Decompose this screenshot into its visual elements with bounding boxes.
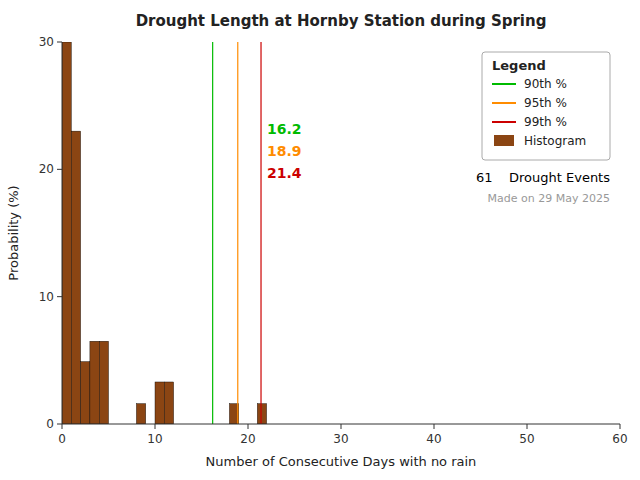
x-axis-label: Number of Consecutive Days with no rain xyxy=(206,454,477,469)
y-tick-label: 10 xyxy=(39,290,54,304)
title: Drought Length at Hornby Station during … xyxy=(136,12,547,30)
legend-swatch xyxy=(492,102,516,104)
percentile-label: 18.9 xyxy=(267,143,302,159)
legend-entry: 99th % xyxy=(524,115,567,129)
histogram-bar xyxy=(257,404,266,424)
percentile-label: 16.2 xyxy=(267,121,302,137)
y-tick xyxy=(57,296,62,297)
y-tick-label: 0 xyxy=(46,417,54,431)
legend-entry: 90th % xyxy=(524,77,567,91)
x-tick-label: 40 xyxy=(426,432,441,446)
x-tick-label: 20 xyxy=(240,432,255,446)
y-tick-label: 30 xyxy=(39,35,54,49)
histogram-bar xyxy=(81,362,90,424)
legend: Legend 90th % 95th % 99th % Histogram xyxy=(482,52,610,160)
y-axis-line xyxy=(62,42,63,424)
y-tick xyxy=(57,424,62,425)
histogram-bar xyxy=(90,341,99,424)
histogram-bar xyxy=(71,131,80,424)
x-tick-label: 10 xyxy=(147,432,162,446)
x-tick xyxy=(341,424,342,429)
legend-swatch xyxy=(492,121,516,123)
chart: 0 10 20 30 40 50 60 0 10 20 30 Drought Length at Ho… xyxy=(0,0,640,480)
x-tick-label: 60 xyxy=(612,432,627,446)
percentile-line xyxy=(237,42,238,424)
histogram-bar xyxy=(155,382,164,424)
histogram-bar xyxy=(164,382,173,424)
y-tick-label: 20 xyxy=(39,162,54,176)
annotations: 61 Drought Events Made on 29 May 2025 xyxy=(476,170,610,205)
percentile-labels: 16.2 18.9 21.4 xyxy=(267,121,302,181)
x-tick xyxy=(155,424,156,429)
x-tick xyxy=(248,424,249,429)
annotation: Made on 29 May 2025 xyxy=(488,192,610,205)
x-tick-label: 50 xyxy=(519,432,534,446)
x-tick-label: 30 xyxy=(333,432,348,446)
percentile-line xyxy=(212,42,213,424)
axes: 0 10 20 30 40 50 60 0 10 20 30 xyxy=(39,35,628,446)
x-tick xyxy=(62,424,63,429)
histogram-bar xyxy=(99,341,108,424)
percentile-label: 21.4 xyxy=(267,165,302,181)
legend-swatch xyxy=(492,83,516,85)
annotation: 61 Drought Events xyxy=(476,170,610,185)
legend-entry: Histogram xyxy=(524,134,586,148)
y-tick xyxy=(57,169,62,170)
histogram-bar xyxy=(136,404,145,424)
legend-swatch xyxy=(494,135,514,146)
x-tick xyxy=(527,424,528,429)
legend-entry: 95th % xyxy=(524,96,567,110)
histogram-bar xyxy=(62,42,71,424)
plot-area xyxy=(62,42,267,424)
legend-title: Legend xyxy=(492,58,546,73)
y-tick xyxy=(57,42,62,43)
x-tick xyxy=(434,424,435,429)
x-tick-label: 0 xyxy=(58,432,66,446)
legend-box xyxy=(482,52,610,160)
x-tick xyxy=(620,424,621,429)
percentile-line xyxy=(260,42,261,424)
y-axis-label: Probability (%) xyxy=(6,185,21,280)
